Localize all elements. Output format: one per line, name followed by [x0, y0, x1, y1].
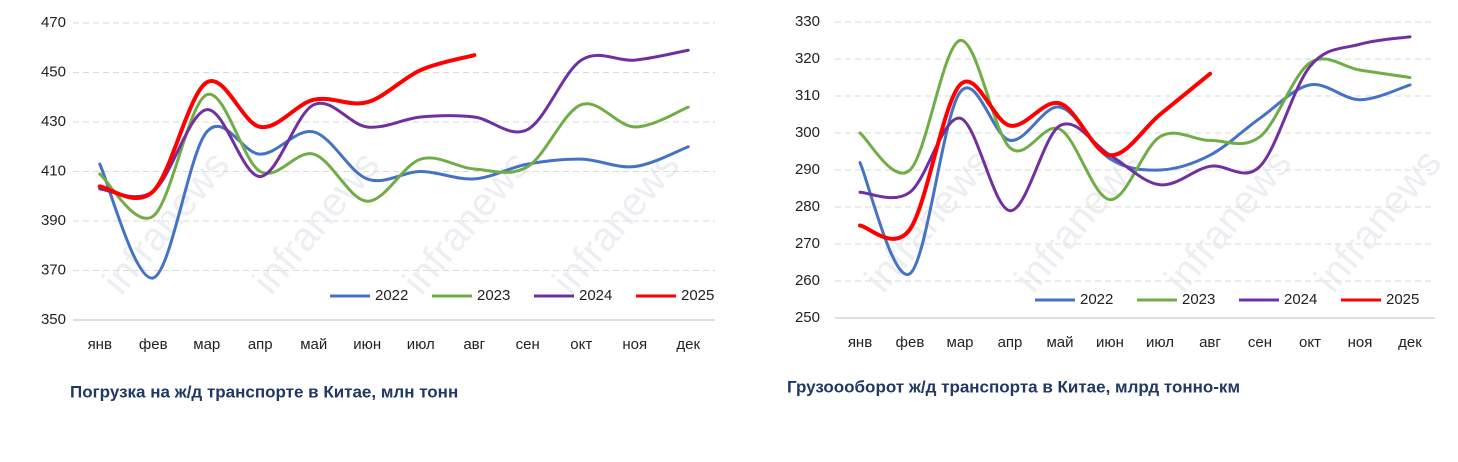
legend-label: 2023	[477, 287, 510, 304]
x-tick-label: апр	[248, 336, 273, 353]
y-tick-label: 330	[795, 13, 820, 30]
series-line	[98, 48, 690, 199]
series-line	[98, 124, 690, 280]
x-tick-label: сен	[1248, 334, 1272, 351]
x-tick-label: май	[300, 336, 327, 353]
y-tick-label: 320	[795, 50, 820, 67]
x-tick-label: июн	[353, 336, 381, 353]
legend-label: 2024	[579, 287, 612, 304]
x-tick-label: авг	[1199, 334, 1221, 351]
y-tick-label: 370	[41, 261, 66, 278]
watermark: infranews	[544, 143, 688, 302]
y-tick-label: 430	[41, 113, 66, 130]
x-tick-label: фев	[139, 336, 168, 353]
x-tick-label: апр	[998, 334, 1023, 351]
y-tick-label: 280	[795, 198, 820, 215]
y-tick-label: 410	[41, 162, 66, 179]
legend-label: 2025	[1386, 291, 1419, 308]
x-tick-label: ноя	[622, 336, 647, 353]
x-tick-label: мар	[193, 336, 220, 353]
x-tick-label: май	[1046, 334, 1073, 351]
y-tick-label: 270	[795, 235, 820, 252]
x-tick-label: янв	[88, 336, 112, 353]
legend-label: 2022	[1080, 291, 1113, 308]
x-tick-label: фев	[896, 334, 925, 351]
x-tick-label: дек	[1398, 334, 1422, 351]
series-line	[858, 71, 1212, 241]
y-tick-label: 350	[41, 311, 66, 328]
y-tick-label: 390	[41, 212, 66, 229]
x-tick-label: июн	[1096, 334, 1124, 351]
legend-label: 2025	[681, 287, 714, 304]
x-tick-label: сен	[516, 336, 540, 353]
y-tick-label: 310	[795, 87, 820, 104]
series-line	[858, 39, 1412, 202]
series-line	[858, 35, 1412, 213]
y-tick-label: 300	[795, 124, 820, 141]
x-tick-label: дек	[676, 336, 700, 353]
x-tick-label: янв	[848, 334, 872, 351]
watermark: infranews	[244, 143, 388, 302]
watermark: infranews	[1306, 141, 1450, 300]
watermark: infranews	[1156, 141, 1300, 300]
x-tick-label: авг	[463, 336, 485, 353]
legend-label: 2024	[1284, 291, 1317, 308]
series-line	[97, 53, 477, 200]
y-tick-label: 260	[795, 272, 820, 289]
x-tick-label: июл	[407, 336, 435, 353]
y-tick-label: 290	[795, 161, 820, 178]
chart-title: Погрузка на ж/д транспорте в Китае, млн …	[70, 382, 458, 401]
legend-label: 2022	[375, 287, 408, 304]
x-tick-label: июл	[1146, 334, 1174, 351]
x-tick-label: окт	[1299, 334, 1321, 351]
y-tick-label: 470	[41, 14, 66, 31]
watermark: infranews	[1006, 141, 1150, 300]
x-tick-label: окт	[570, 336, 592, 353]
chart-title: Грузоооборот ж/д транспорта в Китае, млр…	[787, 377, 1240, 396]
legend-label: 2023	[1182, 291, 1215, 308]
x-tick-label: ноя	[1348, 334, 1373, 351]
x-tick-label: мар	[947, 334, 974, 351]
y-tick-label: 450	[41, 63, 66, 80]
y-tick-label: 250	[795, 309, 820, 326]
